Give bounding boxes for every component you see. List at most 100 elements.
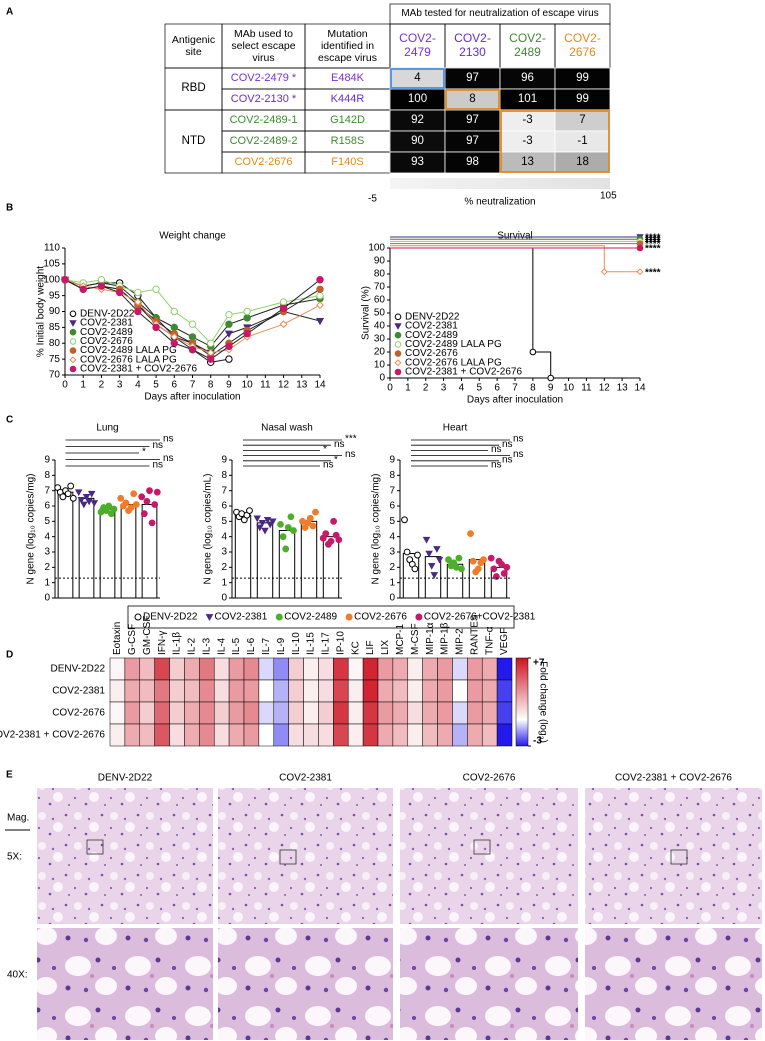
scale-bar bbox=[390, 178, 610, 189]
marker bbox=[415, 613, 423, 621]
heat-cell bbox=[437, 701, 453, 725]
heat-cell bbox=[303, 657, 319, 681]
neutralization-value: 101 bbox=[517, 92, 538, 105]
y-tick-label: 70 bbox=[49, 370, 61, 381]
highlight-outline bbox=[390, 68, 445, 89]
marker bbox=[394, 331, 402, 339]
column-header-box: Antigenic site bbox=[172, 34, 215, 58]
heat-cell bbox=[154, 657, 170, 681]
heat-cell bbox=[392, 723, 409, 747]
y-tick-label: 100 bbox=[43, 274, 60, 285]
heat-cell bbox=[333, 679, 349, 703]
marker bbox=[207, 339, 215, 347]
heat-cell bbox=[437, 723, 453, 747]
heat-cell bbox=[318, 701, 334, 725]
marker bbox=[394, 313, 402, 321]
neutralization-value: 96 bbox=[521, 71, 534, 84]
heat-cell bbox=[452, 679, 468, 703]
heat-cell bbox=[496, 657, 513, 681]
x-tick-label: 2 bbox=[423, 383, 429, 394]
heat-cell bbox=[258, 723, 275, 747]
heat-cell bbox=[333, 701, 349, 725]
column-label: MCP-1 bbox=[395, 623, 406, 655]
marker bbox=[282, 545, 290, 553]
colorbar-label: Fold change (log₂) bbox=[537, 661, 548, 743]
column-label: LIX bbox=[380, 640, 391, 655]
row-label: DENV-2D22 bbox=[51, 664, 106, 675]
y-tick-label: 50 bbox=[374, 308, 386, 319]
marker bbox=[474, 565, 482, 573]
site-label: NTD bbox=[181, 134, 206, 147]
row-label: COV2-2381 bbox=[52, 686, 105, 697]
marker bbox=[309, 522, 317, 530]
significance: ns bbox=[491, 460, 502, 471]
heat-cell bbox=[437, 657, 453, 681]
marker bbox=[69, 328, 77, 336]
heat-cell bbox=[228, 657, 245, 681]
significance: ns bbox=[513, 434, 524, 445]
y-tick-label: 2 bbox=[44, 562, 50, 573]
marker bbox=[188, 333, 197, 341]
neutralization-value: -3 bbox=[522, 134, 533, 147]
neutralization-value: 97 bbox=[466, 134, 479, 147]
heat-cell bbox=[422, 723, 438, 747]
marker bbox=[279, 533, 287, 541]
marker bbox=[316, 285, 324, 293]
marker bbox=[170, 307, 178, 316]
tested-header: COV2-2676 bbox=[564, 31, 601, 59]
marker bbox=[263, 516, 272, 524]
neutralization-value-box: 99 bbox=[576, 72, 589, 84]
highlight-outline bbox=[445, 89, 500, 110]
heat-cell bbox=[169, 723, 185, 747]
heat-cell bbox=[273, 723, 289, 747]
legend-label: COV2-2381 + COV2-2676 bbox=[80, 364, 197, 375]
heat-cell bbox=[199, 701, 215, 725]
marker bbox=[110, 505, 118, 513]
marker bbox=[87, 490, 96, 498]
histology-image bbox=[218, 788, 393, 924]
colorbar-tick-label: -3 bbox=[533, 736, 542, 747]
marker bbox=[403, 548, 411, 556]
histology-image bbox=[585, 928, 762, 1040]
site-label: RBD bbox=[181, 82, 206, 95]
y-tick-label: 95 bbox=[49, 290, 61, 301]
marker bbox=[636, 244, 644, 252]
legend-label: COV2-2489 bbox=[284, 612, 337, 623]
marker bbox=[330, 517, 338, 525]
scale-max: 105 bbox=[600, 191, 617, 202]
column-label: VEGF bbox=[499, 628, 510, 655]
marker bbox=[82, 493, 91, 501]
significance: **** bbox=[645, 239, 661, 250]
colorbar bbox=[515, 657, 529, 747]
heat-cell bbox=[303, 723, 319, 747]
column-label: RANTES bbox=[469, 614, 480, 655]
neutralization-value: 99 bbox=[576, 92, 589, 105]
y-tick-label: 9 bbox=[221, 455, 227, 466]
y-tick-label: 110 bbox=[44, 243, 60, 254]
marker bbox=[132, 501, 140, 508]
x-tick-label: 13 bbox=[617, 383, 629, 394]
site-label-box: RBD bbox=[181, 82, 206, 95]
neutralization-value: 98 bbox=[466, 155, 479, 168]
heat-cell bbox=[362, 679, 379, 703]
heat-cell bbox=[407, 701, 423, 725]
y-tick-label: 8 bbox=[44, 470, 50, 481]
heat-cell bbox=[124, 701, 141, 725]
legend-label: COV2-2676 bbox=[405, 348, 458, 359]
marker bbox=[224, 330, 233, 338]
x-tick-label: 0 bbox=[62, 380, 68, 391]
marker bbox=[133, 298, 142, 306]
y-axis-label: N gene (log₁₀ copies/mg) bbox=[371, 474, 382, 585]
marker bbox=[345, 613, 353, 621]
neutralization-value: 13 bbox=[521, 155, 534, 168]
neutralization-value-box: 92 bbox=[411, 114, 424, 126]
marker bbox=[435, 556, 444, 564]
bar bbox=[424, 556, 442, 599]
heat-cell bbox=[288, 723, 304, 747]
column-header: MAb used to select escape virus bbox=[231, 27, 296, 65]
marker bbox=[455, 554, 463, 562]
significance: **** bbox=[645, 235, 661, 246]
neutralization-value-box: 99 bbox=[576, 92, 589, 105]
x-tick-label: 14 bbox=[314, 380, 326, 391]
bar bbox=[57, 491, 74, 599]
